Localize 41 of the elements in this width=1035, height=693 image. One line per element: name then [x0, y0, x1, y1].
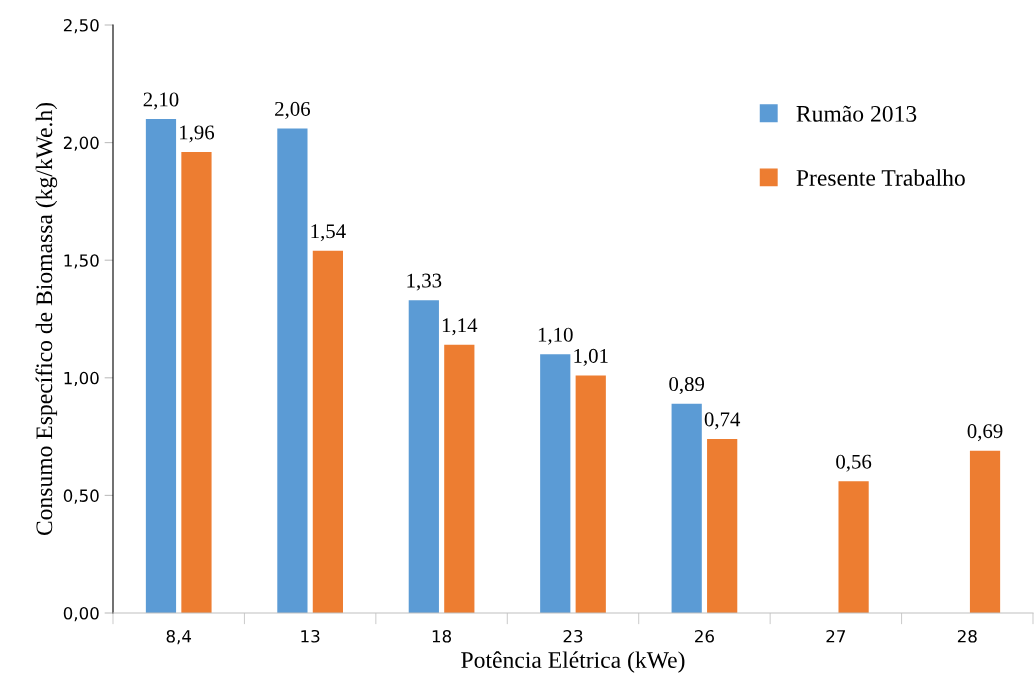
data-label: 0,89: [669, 377, 705, 395]
y-tick-label: 0,00: [63, 606, 99, 622]
bar: [408, 300, 439, 613]
data-label: 1,96: [180, 125, 215, 143]
x-tick-label: 26: [695, 629, 714, 643]
bar: [838, 481, 869, 613]
bar: [575, 375, 606, 613]
bar: [312, 250, 343, 613]
y-tick-label: 2,50: [63, 18, 99, 34]
bar: [671, 403, 702, 613]
bar: [707, 438, 738, 613]
bar: [444, 344, 475, 613]
legend-label: Presente Trabalho: [796, 169, 965, 186]
bar: [969, 450, 1001, 613]
y-tick-label: 1,00: [64, 371, 99, 387]
x-tick-label: 23: [563, 629, 583, 643]
y-tick-label: 0,50: [63, 489, 99, 504]
data-label: 1,14: [442, 318, 478, 336]
x-tick-label: 8,4: [166, 629, 192, 645]
y-axis-title: Consumo Específico de Biomassa (kg/kWe.h): [35, 102, 58, 536]
data-label: 1,01: [574, 348, 608, 366]
data-label: 2,10: [143, 92, 179, 110]
bar: [181, 152, 212, 613]
data-label: 0,69: [967, 424, 1003, 442]
data-label: 1,54: [311, 224, 346, 242]
x-tick-label: 13: [301, 629, 320, 643]
bar: [540, 354, 571, 613]
data-label: 1,10: [538, 327, 573, 345]
x-tick-label: 28: [957, 629, 977, 643]
bar: [145, 119, 177, 613]
data-label: 0,74: [704, 412, 741, 430]
bar: [277, 128, 308, 613]
x-tick-label: 27: [826, 629, 846, 643]
y-tick-label: 2,00: [63, 136, 99, 151]
data-label: 0,56: [836, 454, 872, 472]
legend-label: Rumão 2013: [796, 105, 917, 122]
y-tick-label: 1,50: [64, 254, 99, 269]
x-axis-title: Potência Elétrica (kWe): [461, 651, 685, 673]
x-tick-label: 18: [432, 629, 452, 643]
data-label: 1,33: [407, 273, 442, 291]
data-label: 2,06: [275, 101, 311, 119]
